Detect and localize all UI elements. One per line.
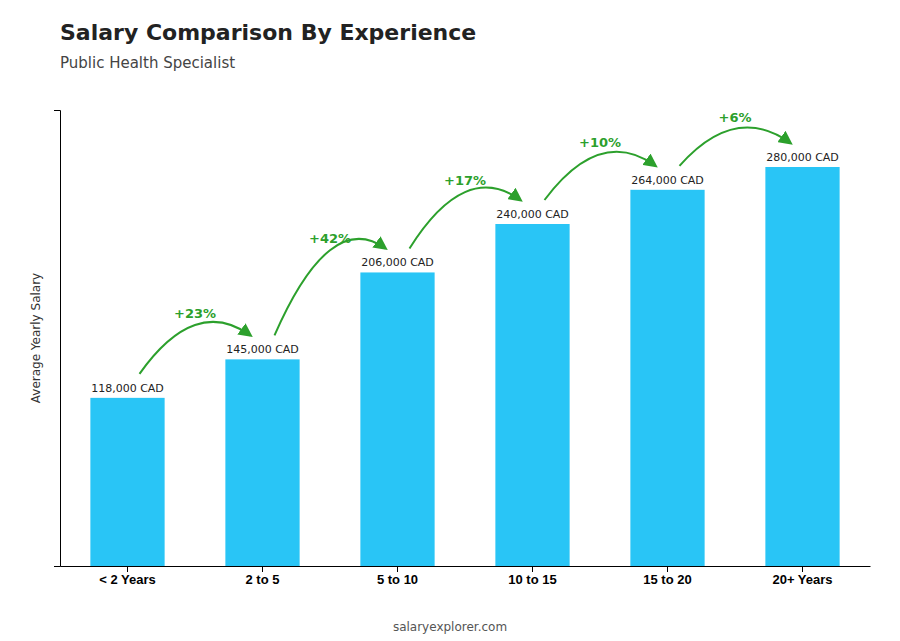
- subtitle: Public Health Specialist: [60, 54, 235, 72]
- data-label: 145,000 CAD: [226, 343, 299, 356]
- bar: [225, 359, 299, 566]
- x-axis-line: [61, 566, 871, 567]
- x-tick-label: 5 to 10: [377, 572, 418, 587]
- x-tick-mark: [667, 566, 668, 572]
- change-label: +23%: [174, 306, 216, 321]
- x-tick: 20+ Years: [772, 566, 832, 587]
- change-label: +42%: [309, 231, 351, 246]
- x-tick: 15 to 20: [643, 566, 691, 587]
- change-arrow: [545, 152, 656, 200]
- bar: [765, 167, 839, 566]
- y-axis-title: Average Yearly Salary: [29, 273, 43, 403]
- x-tick-mark: [397, 566, 398, 572]
- x-axis: < 2 Years 2 to 5 5 to 10 10 to 15 15 to 20 20…: [61, 566, 871, 587]
- x-tick: < 2 Years: [99, 566, 156, 587]
- title: Salary Comparison By Experience: [60, 20, 476, 45]
- change-arrow: [275, 239, 386, 336]
- data-label: 118,000 CAD: [91, 382, 164, 395]
- data-label: 206,000 CAD: [361, 256, 434, 269]
- y-axis: [54, 111, 61, 567]
- data-label: 240,000 CAD: [496, 208, 569, 221]
- plot: < 2 Years 2 to 5 5 to 10 10 to 15 15 to 20 20…: [54, 110, 871, 588]
- bar: [90, 398, 164, 566]
- change-arrow: [140, 322, 251, 374]
- x-tick-label: 10 to 15: [508, 572, 556, 587]
- x-tick: 5 to 10: [377, 566, 418, 587]
- change-arrow: [680, 127, 791, 165]
- y-axis-line: [54, 111, 61, 567]
- x-tick-label: 15 to 20: [643, 572, 691, 587]
- x-tick-label: < 2 Years: [99, 572, 156, 587]
- bars: [90, 167, 839, 566]
- x-tick-mark: [127, 566, 128, 572]
- x-tick-mark: [532, 566, 533, 572]
- bar: [495, 224, 569, 566]
- bar: [630, 190, 704, 566]
- change-label: +17%: [444, 173, 486, 188]
- bar: [360, 272, 434, 566]
- data-label: 264,000 CAD: [631, 174, 704, 187]
- change-arrow: [410, 188, 521, 249]
- x-tick: 10 to 15: [508, 566, 556, 587]
- x-tick-mark: [802, 566, 803, 572]
- footer: salaryexplorer.com: [393, 620, 507, 634]
- chart: Salary Comparison By Experience Public He…: [0, 0, 900, 641]
- change-label: +6%: [719, 110, 752, 125]
- x-tick-label: 2 to 5: [246, 572, 280, 587]
- x-tick-mark: [262, 566, 263, 572]
- labels: 118,000 CAD 145,000 CAD 206,000 CAD 240,000…: [91, 110, 839, 395]
- change-label: +10%: [579, 135, 621, 150]
- data-label: 280,000 CAD: [766, 151, 839, 164]
- x-tick-label: 20+ Years: [772, 572, 832, 587]
- x-tick: 2 to 5: [246, 566, 280, 587]
